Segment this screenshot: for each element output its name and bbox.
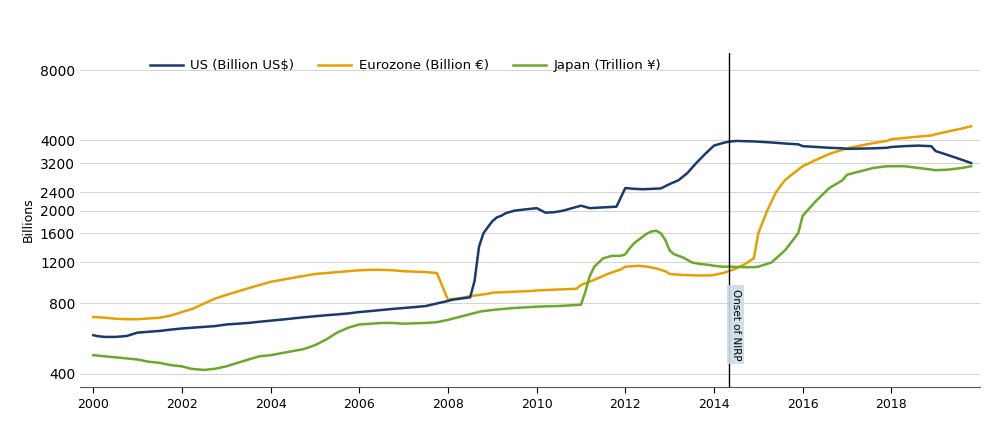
- Japan (Trillion ¥): [165, 363, 177, 368]
- Eurozone (Billion €): [87, 314, 99, 319]
- Japan (Trillion ¥): [633, 237, 645, 242]
- US (Billion US$): [730, 138, 742, 143]
- Legend: US (Billion US$), Eurozone (Billion €), Japan (Trillion ¥): US (Billion US$), Eurozone (Billion €), …: [150, 59, 661, 73]
- US (Billion US$): [98, 334, 110, 340]
- US (Billion US$): [690, 161, 702, 166]
- Eurozone (Billion €): [109, 316, 121, 321]
- Japan (Trillion ¥): [87, 352, 99, 358]
- Eurozone (Billion €): [375, 267, 387, 272]
- Line: Japan (Trillion ¥): Japan (Trillion ¥): [93, 166, 971, 370]
- US (Billion US$): [673, 178, 685, 183]
- Japan (Trillion ¥): [965, 164, 977, 169]
- Japan (Trillion ¥): [739, 264, 751, 270]
- US (Billion US$): [965, 161, 977, 166]
- US (Billion US$): [87, 333, 99, 338]
- Text: Onset of NIRP: Onset of NIRP: [731, 289, 741, 360]
- Japan (Trillion ¥): [588, 264, 600, 269]
- Japan (Trillion ¥): [198, 367, 210, 373]
- US (Billion US$): [723, 139, 735, 144]
- Eurozone (Billion €): [912, 134, 924, 139]
- Line: Eurozone (Billion €): Eurozone (Billion €): [93, 126, 971, 319]
- Japan (Trillion ¥): [121, 356, 133, 361]
- Line: US (Billion US$): US (Billion US$): [93, 141, 971, 337]
- Eurozone (Billion €): [633, 263, 645, 268]
- Eurozone (Billion €): [965, 124, 977, 129]
- Y-axis label: Billions: Billions: [21, 198, 34, 242]
- US (Billion US$): [717, 140, 729, 146]
- Eurozone (Billion €): [364, 267, 376, 272]
- Eurozone (Billion €): [121, 316, 133, 322]
- Eurozone (Billion €): [544, 287, 556, 293]
- Japan (Trillion ¥): [353, 322, 365, 327]
- US (Billion US$): [276, 317, 288, 322]
- US (Billion US$): [132, 330, 144, 335]
- Japan (Trillion ¥): [881, 164, 893, 169]
